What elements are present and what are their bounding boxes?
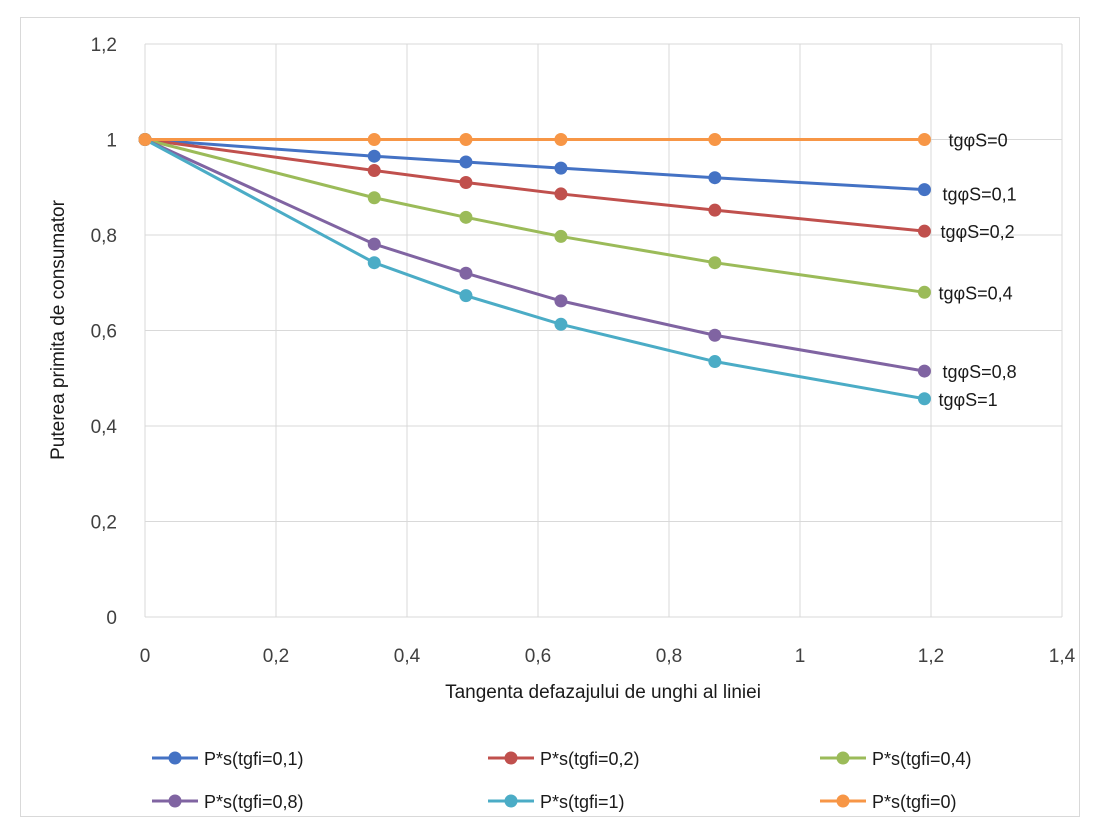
series-0	[138, 133, 931, 197]
y-tick-label: 1,2	[91, 35, 117, 56]
data-point	[917, 183, 931, 197]
series-line	[144, 138, 925, 192]
data-point	[367, 256, 381, 270]
data-point	[708, 171, 722, 185]
y-axis-title: Puterea primita de consumator	[48, 199, 69, 459]
x-axis-title: Tangenta defazajului de unghi al liniei	[445, 682, 761, 703]
series-end-label: tgφS=0,8	[942, 362, 1016, 382]
series-end-label: tgφS=0,2	[940, 222, 1014, 242]
data-point	[708, 355, 722, 369]
legend-label: P*s(tgfi=0,8)	[204, 792, 304, 812]
legend-marker	[836, 751, 850, 765]
series-5	[138, 133, 931, 146]
data-point	[708, 328, 722, 342]
legend-entry: P*s(tgfi=0,4)	[820, 749, 972, 769]
series-end-label: tgφS=0	[948, 131, 1007, 151]
y-tick-label: 0	[106, 608, 117, 629]
x-tick-label: 1	[795, 646, 806, 667]
data-point	[917, 364, 931, 378]
data-point	[459, 155, 473, 169]
data-point	[917, 224, 931, 238]
legend-marker	[168, 751, 182, 765]
grid-lines	[144, 43, 1063, 618]
data-point	[708, 256, 722, 270]
y-tick-label: 0,8	[91, 226, 117, 247]
data-point	[367, 191, 381, 205]
series-4	[138, 133, 931, 406]
data-point	[367, 164, 381, 178]
x-tick-label: 1,2	[918, 646, 944, 667]
legend-label: P*s(tgfi=1)	[540, 792, 625, 812]
y-tick-label: 1	[106, 131, 117, 152]
legend-entry: P*s(tgfi=1)	[488, 792, 625, 812]
series-line	[144, 138, 925, 401]
x-tick-label: 0,4	[394, 646, 421, 667]
data-point	[554, 133, 568, 146]
axis-ticks: 0 0,2 0,4 0,6 0,8 1 1,2 1,4 0 0,2 0,4 0,6 0,8 1 1,2	[91, 35, 1076, 667]
y-tick-label: 0,2	[91, 513, 117, 534]
x-tick-label: 0,8	[656, 646, 682, 667]
series-end-labels: tgφS=0,1 tgφS=0,2 tgφS=0,4 tgφS=0,8 tgφS=1 tg…	[938, 131, 1016, 410]
series-end-label: tgφS=1	[938, 390, 997, 410]
data-point	[554, 294, 568, 308]
legend-entry: P*s(tgfi=0)	[820, 792, 957, 812]
data-point	[367, 237, 381, 251]
data-point	[459, 289, 473, 303]
series-3	[138, 133, 931, 378]
data-point	[367, 133, 381, 146]
legend: P*s(tgfi=0,1) P*s(tgfi=0,2) P*s(tgfi=0,4) P…	[152, 749, 972, 812]
data-point	[554, 229, 568, 243]
legend-label: P*s(tgfi=0)	[872, 792, 957, 812]
data-point	[367, 149, 381, 163]
data-point	[917, 392, 931, 406]
legend-marker	[504, 751, 518, 765]
x-tick-label: 0,6	[525, 646, 551, 667]
legend-marker	[168, 794, 182, 808]
legend-marker	[504, 794, 518, 808]
chart-frame	[20, 17, 1080, 817]
legend-entry: P*s(tgfi=0,1)	[152, 749, 304, 769]
data-point	[554, 187, 568, 201]
legend-entry: P*s(tgfi=0,8)	[152, 792, 304, 812]
series-end-label: tgφS=0,1	[942, 185, 1016, 205]
y-tick-label: 0,6	[91, 322, 117, 343]
series-end-label: tgφS=0,4	[938, 283, 1012, 303]
y-tick-label: 0,4	[91, 417, 118, 438]
data-point	[459, 175, 473, 189]
x-tick-label: 0,2	[263, 646, 289, 667]
series-line	[144, 138, 925, 294]
legend-marker	[836, 794, 850, 808]
x-tick-label: 0	[140, 646, 151, 667]
legend-label: P*s(tgfi=0,1)	[204, 749, 304, 769]
data-point	[917, 285, 931, 299]
legend-entry: P*s(tgfi=0,2)	[488, 749, 640, 769]
series-2	[138, 133, 931, 299]
data-point	[138, 133, 152, 146]
x-tick-label: 1,4	[1049, 646, 1076, 667]
legend-label: P*s(tgfi=0,4)	[872, 749, 972, 769]
legend-label: P*s(tgfi=0,2)	[540, 749, 640, 769]
data-point	[554, 161, 568, 175]
series-line	[144, 138, 925, 233]
data-point	[459, 210, 473, 224]
series-line	[144, 138, 925, 373]
data-point	[554, 317, 568, 331]
series-lines	[138, 133, 931, 406]
data-point	[917, 133, 931, 146]
data-point	[459, 266, 473, 280]
data-point	[459, 133, 473, 146]
data-point	[708, 133, 722, 146]
data-point	[708, 203, 722, 217]
